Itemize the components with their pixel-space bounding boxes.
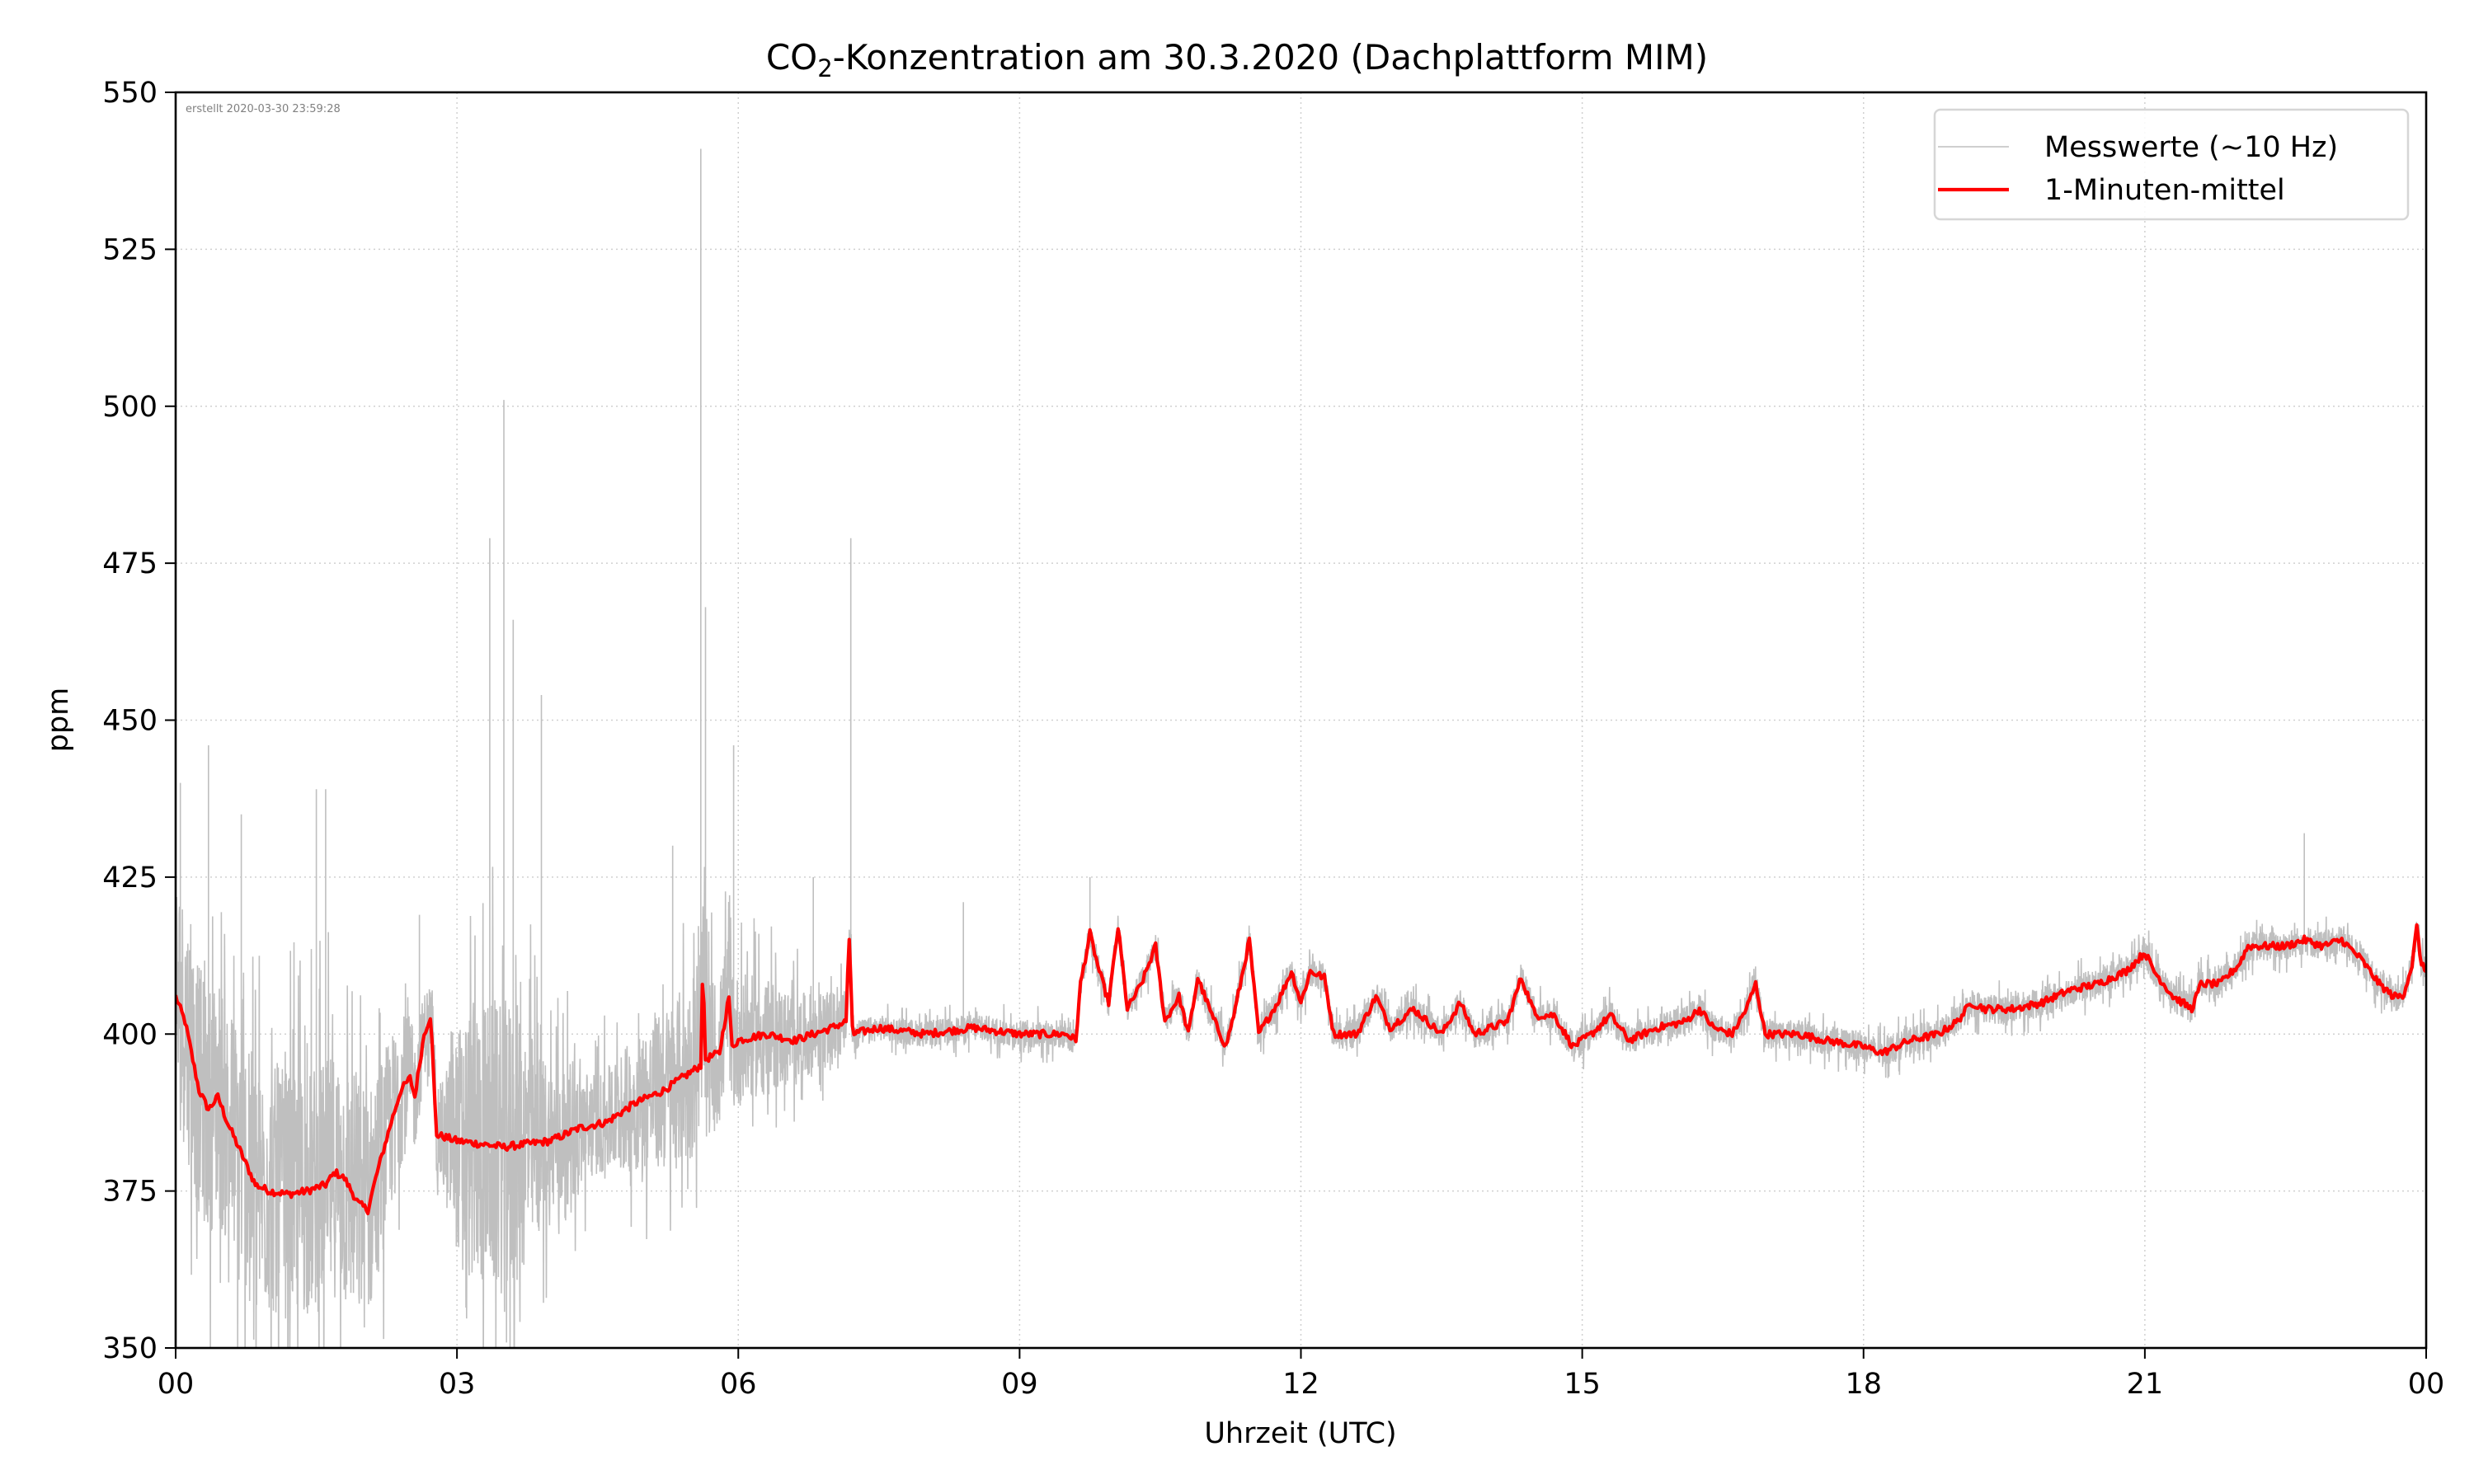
y-axis-label: ppm (42, 688, 75, 753)
y-tick-label: 450 (102, 705, 158, 738)
x-tick-label: 06 (720, 1368, 757, 1401)
y-tick-label: 475 (102, 547, 158, 580)
legend-box (1933, 108, 2410, 221)
x-tick-label: 00 (158, 1368, 195, 1401)
y-tick-label: 525 (102, 233, 158, 266)
legend-label-mittel: 1-Minuten-mittel (2044, 174, 2285, 207)
y-axis-ticks: 350 375 400 425 450 475 500 525 550 (102, 77, 176, 1365)
legend: Messwerte (~10 Hz) 1-Minuten-mittel (1933, 108, 2410, 221)
series-1-minuten-mittel-line (176, 923, 2426, 1216)
x-tick-label: 00 (2408, 1368, 2445, 1401)
y-tick-label: 500 (102, 391, 158, 424)
x-axis-ticks: 00 03 06 09 12 15 18 21 00 (158, 1348, 2445, 1401)
series-messwerte-line (176, 148, 2426, 1348)
legend-label-messwerte: Messwerte (~10 Hz) (2044, 131, 2338, 164)
chart-title: CO2-Konzentration am 30.3.2020 (Dachplat… (766, 37, 1708, 82)
created-timestamp: erstellt 2020-03-30 23:59:28 (186, 103, 341, 115)
x-tick-label: 09 (1001, 1368, 1038, 1401)
y-tick-label: 550 (102, 77, 158, 110)
y-tick-label: 350 (102, 1332, 158, 1365)
y-tick-label: 375 (102, 1176, 158, 1209)
x-tick-label: 03 (439, 1368, 476, 1401)
x-tick-label: 21 (2127, 1368, 2164, 1401)
x-tick-label: 15 (1564, 1368, 1601, 1401)
x-axis-label: Uhrzeit (UTC) (1204, 1417, 1396, 1450)
x-tick-label: 12 (1282, 1368, 1319, 1401)
y-tick-label: 400 (102, 1018, 158, 1051)
x-tick-label: 18 (1845, 1368, 1882, 1401)
y-tick-label: 425 (102, 862, 158, 895)
